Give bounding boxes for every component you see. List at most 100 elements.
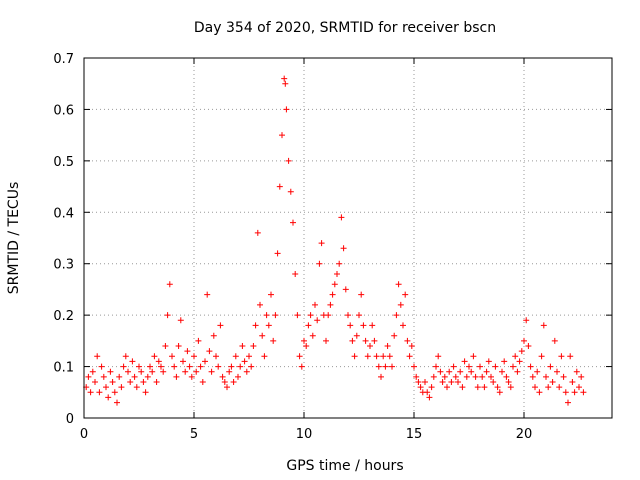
data-point [358, 291, 365, 298]
data-point [281, 75, 288, 82]
data-point [391, 332, 398, 339]
data-point [252, 322, 259, 329]
data-point [560, 373, 567, 380]
data-point [226, 368, 233, 375]
data-point [525, 343, 532, 349]
data-point [340, 245, 347, 252]
data-point [142, 389, 149, 396]
data-point [169, 353, 175, 360]
data-point [444, 384, 450, 391]
data-point [342, 286, 349, 293]
data-point [547, 363, 554, 370]
data-point [371, 337, 378, 344]
data-point [554, 368, 560, 375]
data-point [282, 80, 289, 87]
data-point [351, 353, 358, 360]
data-point [114, 399, 120, 406]
data-point [400, 322, 406, 329]
data-point [543, 373, 549, 380]
y-tick-label: 0.6 [53, 103, 74, 118]
data-point [228, 363, 235, 370]
x-tick-label: 15 [406, 427, 423, 442]
data-point [94, 353, 101, 360]
data-point [177, 317, 184, 324]
data-point [417, 384, 424, 391]
data-point [510, 363, 516, 370]
data-point [166, 281, 173, 288]
data-point [215, 363, 222, 370]
data-point [426, 394, 433, 401]
data-point [534, 368, 541, 375]
data-point [208, 368, 215, 375]
data-point [450, 363, 457, 370]
data-point [131, 373, 138, 380]
data-point [129, 358, 136, 365]
plot-frame [83, 57, 613, 419]
data-point [457, 368, 464, 375]
data-point [294, 312, 301, 319]
axis-ticks: 0 5 10 15 20 0 0.1 0.2 0.3 0.4 0.5 0.6 0.7 [53, 52, 612, 442]
data-point [153, 379, 160, 385]
data-point [195, 337, 202, 344]
data-point [257, 301, 263, 308]
data-point [488, 373, 494, 380]
y-axis-label: SRMTID / TECUs [6, 182, 22, 295]
data-point [191, 353, 197, 360]
data-point [147, 363, 153, 370]
data-point [435, 353, 442, 360]
data-point [536, 389, 543, 396]
data-point [279, 132, 285, 139]
data-point [270, 337, 277, 344]
data-point [197, 363, 204, 370]
data-point [116, 373, 123, 380]
data-point [329, 291, 336, 298]
data-point [323, 337, 329, 344]
data-point [567, 353, 574, 360]
data-point [237, 363, 244, 370]
data-point [193, 368, 200, 375]
data-point [243, 368, 250, 375]
y-tick-label: 0.4 [53, 206, 74, 221]
data-point [516, 358, 523, 365]
data-point [395, 281, 402, 288]
data-point [334, 271, 340, 277]
data-point [562, 389, 569, 396]
data-point [507, 384, 514, 391]
data-point [571, 389, 578, 396]
data-point [408, 343, 415, 349]
data-point [375, 363, 382, 370]
data-point [318, 240, 325, 247]
data-point [521, 337, 527, 344]
data-point [239, 343, 246, 349]
data-point [551, 337, 558, 344]
data-point [532, 384, 538, 391]
data-point [230, 379, 237, 385]
data-point [232, 353, 239, 360]
data-point [173, 373, 180, 380]
data-point [556, 384, 563, 391]
data-point [558, 353, 565, 360]
data-point [307, 312, 314, 319]
data-point [210, 332, 217, 339]
data-point [474, 384, 481, 391]
data-point [397, 301, 404, 308]
data-point [378, 373, 384, 380]
data-point [373, 353, 380, 360]
data-point [292, 271, 299, 277]
data-point [422, 379, 428, 385]
data-point [171, 363, 178, 370]
data-point [356, 312, 362, 319]
data-point [272, 312, 279, 319]
data-point [468, 368, 475, 375]
y-tick-label: 0 [66, 412, 74, 427]
data-point [314, 317, 321, 324]
y-tick-label: 0.3 [53, 258, 74, 273]
data-point [470, 353, 477, 360]
data-point [367, 343, 373, 349]
data-point [501, 358, 508, 365]
data-point [364, 353, 371, 360]
data-point [448, 379, 455, 385]
data-point [347, 322, 354, 329]
data-point [309, 332, 316, 339]
data-point [463, 373, 470, 380]
